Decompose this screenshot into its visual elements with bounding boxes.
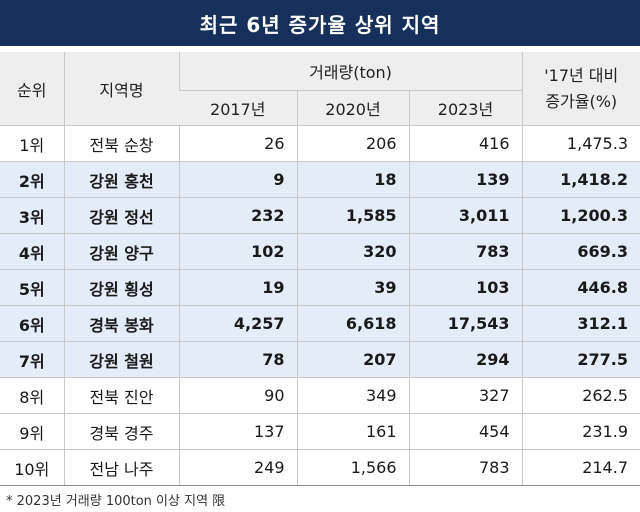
growth-rate-cell: 312.1 xyxy=(521,305,640,342)
table-title: 최근 6년 증가율 상위 지역 xyxy=(0,0,640,46)
rank-cell: 1위 xyxy=(0,125,64,162)
region-cell: 강원 양구 xyxy=(63,233,179,270)
region-cell: 전북 진안 xyxy=(63,377,179,414)
table-body: 1위 전북 순창 26 206 416 1,475.3 2위 강원 홍천 9 18 139 1,418… xyxy=(0,125,640,486)
rank-cell: 2위 xyxy=(0,161,64,198)
region-cell: 전북 순창 xyxy=(63,125,179,162)
volume-2023-cell: 103 xyxy=(408,269,522,306)
volume-2017-cell: 90 xyxy=(178,377,297,414)
volume-2017-cell: 232 xyxy=(178,197,297,234)
rank-cell: 7위 xyxy=(0,341,64,378)
growth-rate-cell: 446.8 xyxy=(521,269,640,306)
volume-2023-cell: 139 xyxy=(408,161,522,198)
header-growth-rate: '17년 대비 증가율(%) xyxy=(521,52,640,126)
header-region: 지역명 xyxy=(63,52,179,126)
volume-2017-cell: 9 xyxy=(178,161,297,198)
volume-2023-cell: 327 xyxy=(408,377,522,414)
volume-2020-cell: 39 xyxy=(296,269,409,306)
header-year-2020: 2020년 xyxy=(296,90,409,126)
rank-cell: 5위 xyxy=(0,269,64,306)
volume-2020-cell: 1,585 xyxy=(296,197,409,234)
table-row: 8위 전북 진안 90 349 327 262.5 xyxy=(0,377,640,414)
region-cell: 전남 나주 xyxy=(63,449,179,486)
growth-rate-cell: 231.9 xyxy=(521,413,640,450)
region-cell: 강원 철원 xyxy=(63,341,179,378)
header-rate-line2: 증가율(%) xyxy=(545,91,618,111)
growth-rate-table: 순위 지역명 거래량(ton) '17년 대비 증가율(%) 2017년 202… xyxy=(0,52,640,486)
region-cell: 강원 정선 xyxy=(63,197,179,234)
region-cell: 경북 봉화 xyxy=(63,305,179,342)
rank-cell: 8위 xyxy=(0,377,64,414)
table-row: 3위 강원 정선 232 1,585 3,011 1,200.3 xyxy=(0,197,640,234)
growth-rate-cell: 1,200.3 xyxy=(521,197,640,234)
volume-2020-cell: 6,618 xyxy=(296,305,409,342)
header-rate-line1: '17년 대비 xyxy=(544,65,619,85)
header-volume: 거래량(ton) xyxy=(178,52,522,91)
table-row: 4위 강원 양구 102 320 783 669.3 xyxy=(0,233,640,270)
header-year-2017: 2017년 xyxy=(179,90,297,126)
volume-2017-cell: 78 xyxy=(178,341,297,378)
volume-2020-cell: 349 xyxy=(296,377,409,414)
growth-rate-cell: 1,475.3 xyxy=(521,125,640,162)
growth-rate-cell: 214.7 xyxy=(521,449,640,486)
volume-2023-cell: 294 xyxy=(408,341,522,378)
volume-2017-cell: 4,257 xyxy=(178,305,297,342)
footnote: * 2023년 거래량 100ton 이상 지역 限 xyxy=(6,494,226,509)
header-rank: 순위 xyxy=(0,52,64,126)
table-row: 2위 강원 홍천 9 18 139 1,418.2 xyxy=(0,161,640,198)
volume-2023-cell: 3,011 xyxy=(408,197,522,234)
rank-cell: 3위 xyxy=(0,197,64,234)
region-cell: 경북 경주 xyxy=(63,413,179,450)
growth-rate-cell: 1,418.2 xyxy=(521,161,640,198)
volume-2017-cell: 249 xyxy=(178,449,297,486)
volume-2020-cell: 161 xyxy=(296,413,409,450)
volume-2020-cell: 207 xyxy=(296,341,409,378)
growth-rate-cell: 669.3 xyxy=(521,233,640,270)
volume-2023-cell: 783 xyxy=(408,233,522,270)
volume-2020-cell: 18 xyxy=(296,161,409,198)
table-row: 1위 전북 순창 26 206 416 1,475.3 xyxy=(0,125,640,162)
rank-cell: 10위 xyxy=(0,449,64,486)
volume-2023-cell: 783 xyxy=(408,449,522,486)
header-year-2023: 2023년 xyxy=(408,90,522,126)
table-row: 6위 경북 봉화 4,257 6,618 17,543 312.1 xyxy=(0,305,640,342)
region-cell: 강원 홍천 xyxy=(63,161,179,198)
volume-2017-cell: 102 xyxy=(178,233,297,270)
volume-2017-cell: 19 xyxy=(178,269,297,306)
growth-rate-cell: 262.5 xyxy=(521,377,640,414)
rank-cell: 9위 xyxy=(0,413,64,450)
growth-rate-cell: 277.5 xyxy=(521,341,640,378)
volume-2020-cell: 320 xyxy=(296,233,409,270)
volume-2023-cell: 416 xyxy=(408,125,522,162)
volume-2017-cell: 26 xyxy=(178,125,297,162)
region-cell: 강원 횡성 xyxy=(63,269,179,306)
table-row: 10위 전남 나주 249 1,566 783 214.7 xyxy=(0,449,640,486)
table-row: 9위 경북 경주 137 161 454 231.9 xyxy=(0,413,640,450)
volume-2023-cell: 454 xyxy=(408,413,522,450)
volume-2020-cell: 1,566 xyxy=(296,449,409,486)
table-row: 7위 강원 철원 78 207 294 277.5 xyxy=(0,341,640,378)
volume-2023-cell: 17,543 xyxy=(408,305,522,342)
volume-2020-cell: 206 xyxy=(296,125,409,162)
rank-cell: 4위 xyxy=(0,233,64,270)
rank-cell: 6위 xyxy=(0,305,64,342)
volume-2017-cell: 137 xyxy=(178,413,297,450)
table-row: 5위 강원 횡성 19 39 103 446.8 xyxy=(0,269,640,306)
